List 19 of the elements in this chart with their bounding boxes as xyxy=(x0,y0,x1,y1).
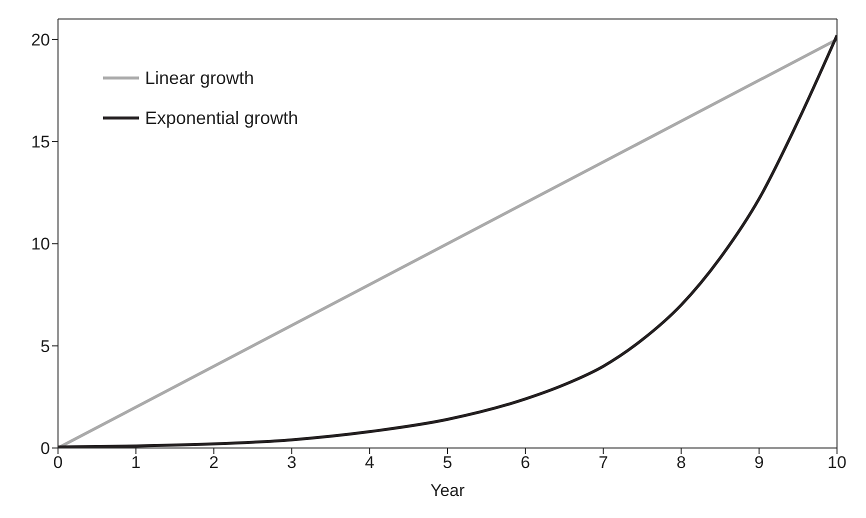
x-tick-label: 4 xyxy=(364,453,374,472)
x-tick-label: 3 xyxy=(286,453,296,472)
legend-label: Exponential growth xyxy=(145,108,298,128)
x-tick-label: 10 xyxy=(828,453,846,472)
x-axis-title: Year xyxy=(430,481,466,500)
x-tick-label: 7 xyxy=(598,453,608,472)
x-tick-label: 9 xyxy=(754,453,764,472)
x-tick-label: 6 xyxy=(520,453,530,472)
x-tick-label: 5 xyxy=(442,453,452,472)
x-tick-label: 0 xyxy=(53,453,63,472)
y-tick-label: 0 xyxy=(40,439,50,458)
x-tick-label: 8 xyxy=(676,453,686,472)
y-tick-label: 5 xyxy=(40,336,50,356)
y-tick-label: 15 xyxy=(31,132,50,152)
x-tick-label: 1 xyxy=(131,453,141,472)
y-tick-label: 10 xyxy=(31,234,50,254)
y-tick-label: 20 xyxy=(31,30,50,50)
x-tick-label: 2 xyxy=(209,453,219,472)
legend-label: Linear growth xyxy=(145,68,254,88)
